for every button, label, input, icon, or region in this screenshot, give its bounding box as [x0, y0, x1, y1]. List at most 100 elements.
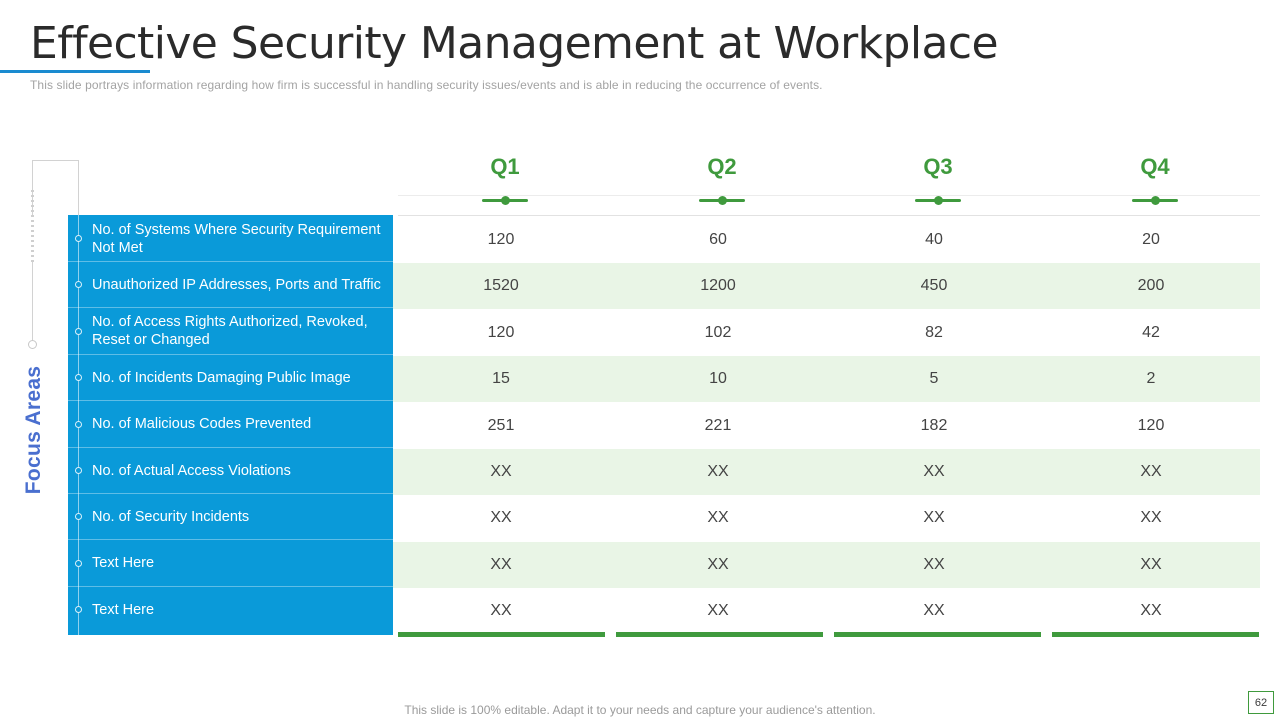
table-cell: XX — [707, 555, 729, 573]
table-row: 1520 1200 450 200 — [393, 263, 1260, 310]
focus-area-text: No. of Actual Access Violations — [92, 462, 291, 479]
table-cell: 1520 — [483, 277, 519, 295]
quarter-bottom-bar — [616, 632, 823, 637]
table-cell: 82 — [925, 323, 943, 341]
focus-area-text: No. of Malicious Codes Prevented — [92, 416, 312, 433]
quarter-header-q3: Q3 — [923, 154, 953, 179]
quarter-marker-dot — [718, 196, 727, 205]
table-cell: 120 — [487, 323, 515, 341]
focus-area-label: No. of Actual Access Violations — [68, 448, 393, 494]
focus-area-text: Text Here — [92, 602, 155, 619]
timeline-dot-icon — [75, 281, 82, 289]
table-cell: XX — [490, 555, 512, 573]
table-cell: 450 — [920, 277, 948, 295]
quarter-marker — [482, 196, 528, 205]
focus-area-label: No. of Malicious Codes Prevented — [68, 402, 393, 448]
timeline-dot-icon — [75, 606, 82, 614]
focus-area-label: Text Here — [68, 587, 393, 633]
table-row: XX XX XX XX — [393, 449, 1260, 495]
table-cell: 40 — [925, 231, 943, 248]
quarter-marker-dot — [934, 196, 943, 205]
table-cell: 2 — [1146, 370, 1156, 388]
table-cell: 102 — [704, 323, 732, 341]
table-cell: XX — [490, 509, 512, 527]
focus-area-label: No. of Incidents Damaging Public Image — [68, 355, 393, 402]
table-cell: 200 — [1137, 277, 1165, 295]
timeline-dot-icon — [75, 327, 82, 335]
header-rule-bottom — [398, 215, 1260, 216]
focus-area-label: Unauthorized IP Addresses, Ports and Tra… — [68, 262, 393, 309]
timeline-dot-icon — [75, 559, 82, 567]
table-cell: 10 — [709, 370, 727, 388]
focus-bracket-circle — [28, 340, 37, 349]
quarter-marker-dot — [1151, 196, 1160, 205]
focus-area-label: No. of Access Rights Authorized, Revoked… — [68, 309, 393, 355]
focus-area-text: Unauthorized IP Addresses, Ports and Tra… — [92, 276, 381, 293]
header-rule — [398, 195, 1260, 196]
focus-area-label: Text Here — [68, 541, 393, 587]
focus-area-label: No. of Security Incidents — [68, 494, 393, 541]
table-cell: 251 — [487, 416, 515, 434]
quarter-marker — [699, 196, 745, 205]
table-cell: 20 — [1142, 231, 1160, 248]
table-row: XX XX XX XX — [393, 541, 1260, 588]
page-number: 62 — [1248, 691, 1274, 714]
table-row: 251 221 182 120 — [393, 403, 1260, 449]
table-cell: XX — [1140, 602, 1162, 620]
table-cell: 5 — [929, 370, 939, 388]
quarter-marker — [1132, 196, 1178, 205]
table-cell: 60 — [709, 231, 727, 248]
slide-subtitle: This slide portrays information regardin… — [30, 78, 823, 92]
focus-area-text: No. of Access Rights Authorized, Revoked… — [92, 314, 368, 349]
table-cell: 42 — [1142, 323, 1160, 341]
quarter-header-q4: Q4 — [1140, 154, 1170, 179]
table-cell: 120 — [487, 231, 515, 248]
focus-areas-label: Focus Areas — [22, 365, 45, 495]
slide-title: Effective Security Management at Workpla… — [30, 18, 999, 69]
timeline-dot-icon — [75, 467, 82, 474]
slide-footer: This slide is 100% editable. Adapt it to… — [404, 703, 876, 717]
table-cell: XX — [1140, 555, 1162, 573]
table-cell: XX — [1140, 509, 1162, 527]
table-cell: 15 — [492, 370, 510, 388]
timeline-dot-icon — [75, 235, 82, 242]
focus-bracket-stem — [32, 262, 33, 342]
table-row: 120 102 82 42 — [393, 310, 1260, 356]
table-cell: XX — [923, 555, 945, 573]
table-cell: XX — [490, 602, 512, 620]
timeline-dot-icon — [75, 374, 82, 382]
focus-area-text: No. of Systems Where Security Requiremen… — [92, 221, 381, 256]
table-row: 15 10 5 2 — [393, 356, 1260, 403]
focus-area-text: No. of Security Incidents — [92, 508, 250, 525]
table-cell: 182 — [920, 416, 948, 434]
table-cell: 1200 — [700, 277, 736, 295]
table-row: XX XX XX XX — [393, 588, 1260, 634]
table-cell: XX — [923, 463, 945, 480]
table-cell: XX — [707, 602, 729, 620]
table-row: 120 60 40 20 — [393, 217, 1260, 263]
table-cell: XX — [1140, 463, 1162, 480]
table-cell: XX — [923, 602, 945, 620]
quarter-bottom-bar — [398, 632, 605, 637]
timeline-dot-icon — [75, 420, 82, 428]
quarter-header-q1: Q1 — [490, 154, 520, 179]
focus-area-text: No. of Incidents Damaging Public Image — [92, 369, 351, 386]
focus-area-text: Text Here — [92, 555, 155, 572]
quarter-bottom-bar — [1052, 632, 1259, 637]
focus-bracket — [32, 160, 79, 216]
quarter-bottom-bar — [834, 632, 1041, 637]
table-cell: 120 — [1137, 416, 1165, 434]
table-cell: XX — [707, 463, 729, 480]
quarter-marker — [915, 196, 961, 205]
focus-bracket-dots — [31, 190, 34, 262]
title-underline — [0, 70, 150, 73]
quarter-header-q2: Q2 — [707, 154, 737, 179]
focus-area-label: No. of Systems Where Security Requiremen… — [68, 216, 393, 262]
focus-areas-panel — [68, 215, 393, 635]
timeline-dot-icon — [75, 513, 82, 521]
quarter-marker-dot — [501, 196, 510, 205]
table-cell: XX — [490, 463, 512, 480]
table-cell: XX — [707, 509, 729, 527]
table-cell: 221 — [704, 416, 732, 434]
table-row: XX XX XX XX — [393, 495, 1260, 541]
